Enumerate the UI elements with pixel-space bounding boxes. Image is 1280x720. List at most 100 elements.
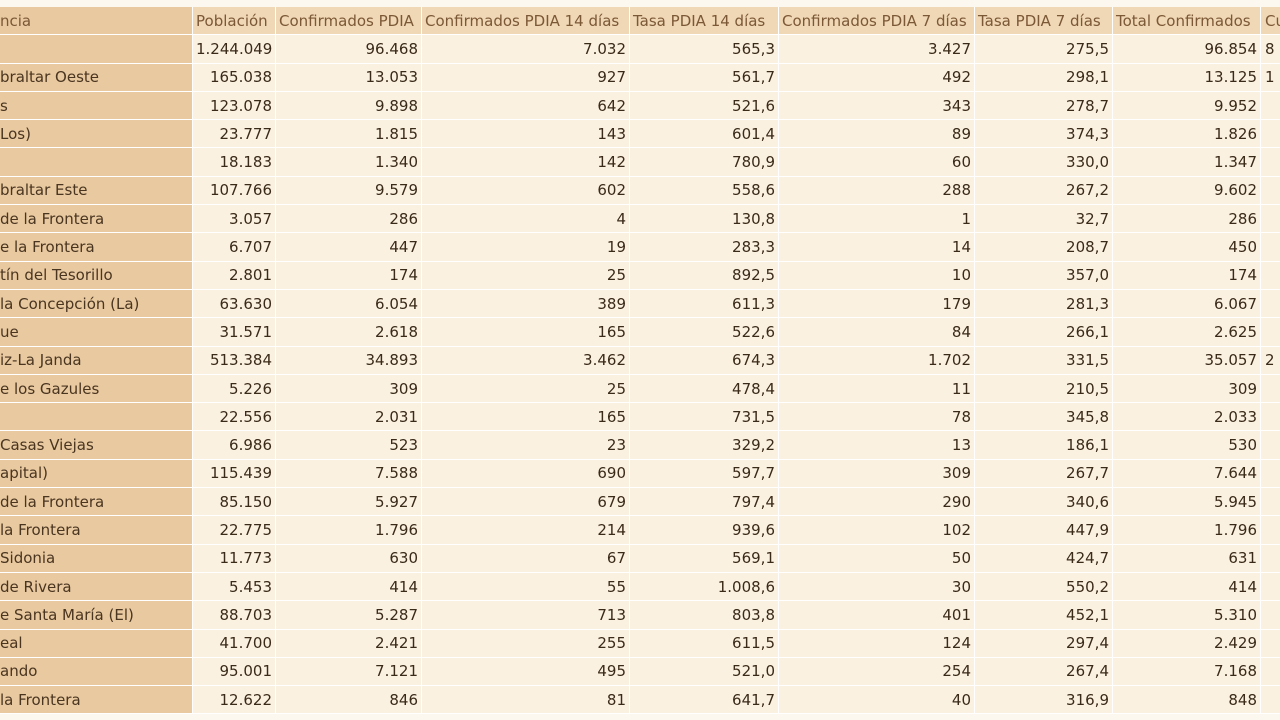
table-row[interactable]: Sidonia 11.773 630 67 569,1 50 424,7 631 (0, 544, 1280, 573)
tasa-7-cell: 267,4 (975, 657, 1113, 687)
table-row[interactable]: braltar Oeste 165.038 13.053 927 561,7 492 298… (0, 63, 1280, 92)
column-header-confirmados-pdia-14[interactable]: Confirmados PDIA 14 días (422, 7, 630, 36)
table-row[interactable]: la Frontera 22.775 1.796 214 939,6 102 447,9 1.… (0, 516, 1280, 545)
total-confirmados-cell: 5.310 (1113, 601, 1261, 630)
poblacion-cell: 18.183 (193, 148, 276, 177)
confirmados-7-cell: 84 (779, 318, 975, 347)
table-row[interactable]: apital) 115.439 7.588 690 597,7 309 267,7 7.644 (0, 459, 1280, 489)
confirmados-7-cell: 14 (779, 233, 975, 262)
table-row[interactable]: 18.183 1.340 142 780,9 60 330,0 1.347 (0, 148, 1280, 177)
table-row[interactable]: la Frontera 12.622 846 81 641,7 40 316,9 848 (0, 686, 1280, 715)
total-confirmados-cell: 13.125 (1113, 63, 1261, 92)
table-row[interactable]: de la Frontera 3.057 286 4 130,8 1 32,7 286 (0, 205, 1280, 234)
column-header-poblacion[interactable]: Población (193, 7, 276, 36)
confirmados-cell: 13.053 (276, 63, 422, 92)
table-row[interactable]: eal 41.700 2.421 255 611,5 124 297,4 2.429 (0, 629, 1280, 658)
name-cell (0, 35, 193, 64)
cu-cell (1261, 601, 1280, 630)
table-row[interactable]: braltar Este 107.766 9.579 602 558,6 288 267,2… (0, 176, 1280, 206)
cu-cell (1261, 205, 1280, 234)
table-row[interactable]: s 123.078 9.898 642 521,6 343 278,7 9.952 (0, 91, 1280, 121)
column-header-name[interactable]: ncia (0, 7, 193, 36)
table-row[interactable]: ando 95.001 7.121 495 521,0 254 267,4 7.168 (0, 657, 1280, 687)
table-row[interactable]: Casas Viejas 6.986 523 23 329,2 13 186,1 530 (0, 431, 1280, 460)
table-row[interactable]: 1.244.049 96.468 7.032 565,3 3.427 275,5 96.85… (0, 35, 1280, 64)
total-confirmados-cell: 96.854 (1113, 35, 1261, 64)
tasa-14-cell: 939,6 (630, 516, 779, 545)
name-cell: de la Frontera (0, 205, 193, 234)
total-confirmados-cell: 7.168 (1113, 657, 1261, 687)
column-header-confirmados-pdia-7[interactable]: Confirmados PDIA 7 días (779, 7, 975, 36)
confirmados-14-cell: 642 (422, 91, 630, 121)
column-header-tasa-pdia-7[interactable]: Tasa PDIA 7 días (975, 7, 1113, 36)
total-confirmados-cell: 2.429 (1113, 629, 1261, 658)
confirmados-cell: 7.588 (276, 459, 422, 489)
tasa-14-cell: 674,3 (630, 346, 779, 375)
table-row[interactable]: de la Frontera 85.150 5.927 679 797,4 290 340,… (0, 488, 1280, 517)
tasa-7-cell: 316,9 (975, 686, 1113, 715)
confirmados-14-cell: 389 (422, 289, 630, 319)
poblacion-cell: 5.453 (193, 572, 276, 602)
name-cell: eal (0, 629, 193, 658)
cu-cell (1261, 657, 1280, 687)
cu-cell: 1 (1261, 63, 1280, 92)
poblacion-cell: 107.766 (193, 176, 276, 206)
column-header-tasa-pdia-14[interactable]: Tasa PDIA 14 días (630, 7, 779, 36)
confirmados-7-cell: 78 (779, 403, 975, 432)
header-row: ncia Población Confirmados PDIA Confirma… (0, 7, 1280, 36)
name-cell: de la Frontera (0, 488, 193, 517)
confirmados-14-cell: 19 (422, 233, 630, 262)
name-cell: la Frontera (0, 516, 193, 545)
table-row[interactable]: e la Frontera 6.707 447 19 283,3 14 208,7 450 (0, 233, 1280, 262)
total-confirmados-cell: 848 (1113, 686, 1261, 715)
confirmados-7-cell: 11 (779, 374, 975, 404)
table-row[interactable]: e Santa María (El) 88.703 5.287 713 803,8 401… (0, 601, 1280, 630)
cu-cell (1261, 91, 1280, 121)
confirmados-14-cell: 214 (422, 516, 630, 545)
name-cell: de Rivera (0, 572, 193, 602)
table-row[interactable]: iz-La Janda 513.384 34.893 3.462 674,3 1.702 3… (0, 346, 1280, 375)
column-header-total-confirmados[interactable]: Total Confirmados (1113, 7, 1261, 36)
name-cell: e la Frontera (0, 233, 193, 262)
confirmados-7-cell: 309 (779, 459, 975, 489)
tasa-14-cell: 478,4 (630, 374, 779, 404)
cu-cell (1261, 318, 1280, 347)
table-row[interactable]: de Rivera 5.453 414 55 1.008,6 30 550,2 414 (0, 572, 1280, 602)
tasa-14-cell: 565,3 (630, 35, 779, 64)
name-cell: Los) (0, 120, 193, 149)
poblacion-cell: 85.150 (193, 488, 276, 517)
cu-cell (1261, 261, 1280, 290)
name-cell: e Santa María (El) (0, 601, 193, 630)
poblacion-cell: 165.038 (193, 63, 276, 92)
poblacion-cell: 22.556 (193, 403, 276, 432)
column-header-cu[interactable]: Cu (1261, 7, 1280, 36)
table-row[interactable]: la Concepción (La) 63.630 6.054 389 611,3 179… (0, 289, 1280, 319)
tasa-7-cell: 281,3 (975, 289, 1113, 319)
confirmados-cell: 2.618 (276, 318, 422, 347)
cu-cell (1261, 374, 1280, 404)
table-row[interactable]: Los) 23.777 1.815 143 601,4 89 374,3 1.826 (0, 120, 1280, 149)
name-cell: la Concepción (La) (0, 289, 193, 319)
confirmados-cell: 6.054 (276, 289, 422, 319)
poblacion-cell: 123.078 (193, 91, 276, 121)
table-row[interactable]: e los Gazules 5.226 309 25 478,4 11 210,5 309 (0, 374, 1280, 404)
confirmados-14-cell: 165 (422, 318, 630, 347)
name-cell: Casas Viejas (0, 431, 193, 460)
tasa-7-cell: 267,7 (975, 459, 1113, 489)
name-cell: e los Gazules (0, 374, 193, 404)
confirmados-7-cell: 1.702 (779, 346, 975, 375)
table-row[interactable]: ue 31.571 2.618 165 522,6 84 266,1 2.625 (0, 318, 1280, 347)
tasa-14-cell: 780,9 (630, 148, 779, 177)
confirmados-cell: 2.421 (276, 629, 422, 658)
cu-cell (1261, 459, 1280, 489)
table-row[interactable]: tín del Tesorillo 2.801 174 25 892,5 10 357,0 1… (0, 261, 1280, 290)
total-confirmados-cell: 6.067 (1113, 289, 1261, 319)
cu-cell (1261, 572, 1280, 602)
total-confirmados-cell: 286 (1113, 205, 1261, 234)
confirmados-14-cell: 165 (422, 403, 630, 432)
tasa-14-cell: 561,7 (630, 63, 779, 92)
table-row[interactable]: 22.556 2.031 165 731,5 78 345,8 2.033 (0, 403, 1280, 432)
name-cell: braltar Este (0, 176, 193, 206)
column-header-confirmados-pdia[interactable]: Confirmados PDIA (276, 7, 422, 36)
confirmados-14-cell: 690 (422, 459, 630, 489)
